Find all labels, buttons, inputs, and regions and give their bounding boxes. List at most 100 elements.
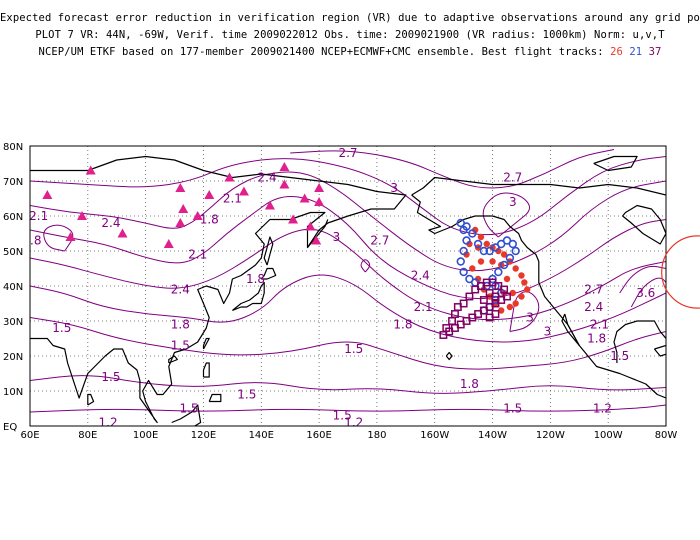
- track-label-37: 37: [648, 46, 662, 58]
- track-ring: [465, 274, 474, 284]
- contour-line: [30, 196, 666, 300]
- lon-tick-label: 160W: [420, 430, 449, 441]
- contour-label: 1.5: [237, 388, 256, 402]
- lon-tick-label: 100W: [594, 430, 623, 441]
- coast-taiwan: [202, 337, 210, 350]
- track-square: [448, 317, 457, 325]
- track-ring: [497, 239, 506, 249]
- track-ring: [468, 229, 477, 238]
- contour-label: 1.5: [344, 342, 363, 356]
- verification-region: [661, 235, 700, 309]
- track-ring: [459, 267, 468, 277]
- track-dot: [489, 258, 496, 265]
- track-square: [491, 292, 500, 301]
- lon-tick-label: 60E: [20, 430, 39, 441]
- track-ring: [511, 246, 520, 256]
- contour-label: 3: [509, 195, 517, 209]
- lat-tick-label: 50N: [3, 247, 23, 258]
- observation-triangle: [279, 179, 290, 189]
- contour-lines: [30, 149, 666, 413]
- observation-triangle: [305, 221, 316, 231]
- track-dot: [509, 289, 516, 297]
- track-ring: [479, 246, 489, 256]
- track-ring: [502, 236, 512, 245]
- contour-line: [30, 274, 666, 343]
- lat-lon-grid: [30, 146, 666, 426]
- contour-label: 3: [544, 325, 552, 339]
- observation-triangle: [175, 183, 186, 192]
- contour-label: 1.2: [99, 416, 118, 430]
- lat-tick-label: 20N: [3, 352, 23, 363]
- contour-label: 2.7: [338, 146, 357, 160]
- observation-triangle: [279, 162, 290, 171]
- plot-frame: [29, 145, 667, 427]
- observation-triangle: [224, 172, 235, 182]
- lon-tick-label: 140W: [478, 430, 507, 441]
- track-ring: [456, 257, 465, 266]
- lon-tick-label: 120E: [191, 430, 216, 441]
- lon-tick-label: 100E: [133, 430, 158, 441]
- observation-triangle: [311, 235, 322, 245]
- contour-label: 1.8: [460, 377, 479, 391]
- coast-cuba: [653, 344, 666, 357]
- observation-triangle: [204, 190, 215, 199]
- contour-label: 1.5: [52, 321, 71, 335]
- coast-baja: [561, 313, 580, 347]
- contour-line: [30, 404, 666, 413]
- coast-mindanao: [208, 393, 222, 403]
- track-dot: [472, 226, 479, 234]
- contour-line: [360, 259, 371, 273]
- track-dot: [503, 275, 511, 283]
- contour-label: 2.7: [370, 234, 389, 248]
- lon-tick-label: 180: [367, 430, 386, 441]
- contour-label: 1.5: [179, 402, 198, 416]
- track-dot: [524, 286, 531, 293]
- coast-japan-honshu: [232, 281, 265, 312]
- track-square: [465, 292, 474, 301]
- track-ring: [456, 218, 465, 228]
- track-ring: [491, 243, 500, 252]
- observation-triangle: [117, 228, 128, 238]
- coast-luzon: [202, 362, 210, 378]
- track-dot: [518, 272, 525, 279]
- contour-label: 2.4: [411, 269, 430, 283]
- track-dot: [518, 293, 525, 300]
- lat-tick-label: 30N: [3, 317, 23, 328]
- title-line-3: NCEP/UM ETKF based on 177-member 2009021…: [0, 44, 700, 61]
- coast-japan-hokkaido: [260, 267, 277, 280]
- observation-triangle: [175, 218, 186, 227]
- track-dot: [495, 247, 502, 255]
- contour-label: 1.8: [200, 213, 219, 227]
- coastlines: [30, 155, 666, 426]
- observation-triangle: [192, 211, 203, 220]
- lat-tick-label: 70N: [3, 177, 23, 188]
- contour-label: 2.4: [171, 283, 190, 297]
- contour-label: 1.5: [333, 409, 352, 423]
- coast-sakhalin: [263, 236, 274, 266]
- contour-line: [30, 171, 666, 272]
- lon-tick-label: 80W: [655, 430, 678, 441]
- contour-label: 2.7: [584, 283, 603, 297]
- coast-north-america: [411, 176, 666, 196]
- observation-triangle: [85, 165, 96, 175]
- contour-label: 2.1: [188, 248, 207, 262]
- observation-triangle: [288, 214, 299, 224]
- title-line-2: PLOT 7 VR: 44N, -69W, Verif. time 200902…: [35, 29, 665, 41]
- track-dot: [477, 233, 485, 241]
- lon-tick-label: 140E: [249, 430, 274, 441]
- track-ring: [462, 222, 471, 231]
- track-ring: [462, 236, 471, 245]
- lon-tick-label: 160E: [306, 430, 331, 441]
- lat-tick-label: 10N: [3, 387, 23, 398]
- track-dot: [477, 258, 485, 265]
- contour-label: 2.4: [258, 171, 277, 185]
- contour-line: [30, 375, 666, 394]
- contour-labels: 2.42.732.732.11.82.1 2.4.82.13 2.72.41.8 2.…: [29, 146, 655, 430]
- lat-tick-label: 80N: [3, 142, 23, 153]
- track-dot: [483, 240, 490, 248]
- contour-line: [619, 265, 666, 294]
- track-dot: [500, 251, 508, 258]
- observation-triangle: [299, 193, 310, 203]
- observation-triangle: [77, 211, 88, 220]
- contour-line: [290, 149, 615, 189]
